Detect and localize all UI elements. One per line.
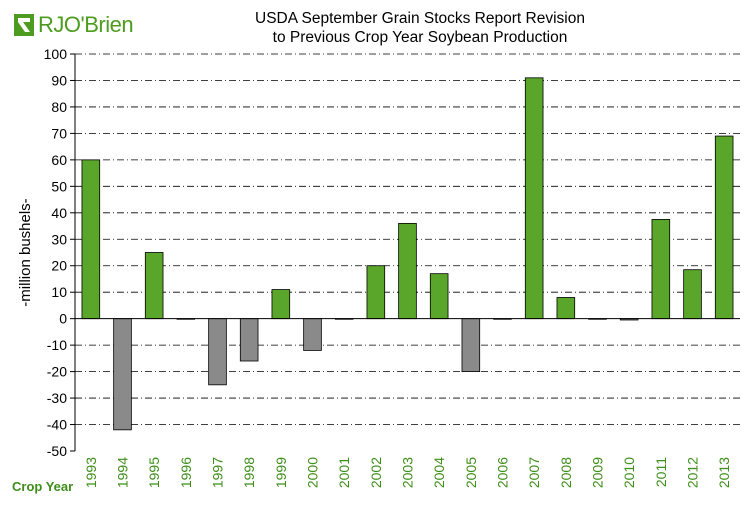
y-tick-label: 90 — [51, 72, 67, 88]
bar — [303, 318, 322, 351]
bar — [651, 219, 671, 320]
x-tick-label: 2006 — [495, 457, 511, 488]
y-tick-label: 60 — [51, 152, 67, 168]
bar — [398, 222, 417, 320]
bar — [208, 318, 227, 386]
x-tick-label: 1993 — [83, 457, 99, 488]
x-tick-label: 1994 — [115, 457, 131, 488]
bar — [366, 265, 386, 320]
bar — [239, 318, 259, 362]
bar — [556, 297, 576, 320]
bar — [524, 77, 544, 320]
x-tick-label: 1999 — [273, 457, 289, 488]
x-tick-label: 2010 — [621, 457, 637, 488]
logo: RJO'Brien — [14, 12, 134, 38]
x-tick-label: 1996 — [178, 457, 194, 488]
bar — [429, 273, 449, 320]
y-tick-label: 30 — [51, 231, 67, 247]
bar — [683, 269, 702, 320]
x-tick-label: 1998 — [241, 457, 257, 488]
y-tick-label: 0 — [59, 311, 67, 327]
y-tick-label: -50 — [47, 443, 67, 459]
x-tick-label: 2012 — [685, 457, 701, 488]
x-tick-label: 1995 — [146, 457, 162, 488]
chart-title-line-1: USDA September Grain Stocks Report Revis… — [255, 10, 585, 27]
y-tick-label: 70 — [51, 125, 67, 141]
y-tick-label: 80 — [51, 99, 67, 115]
y-tick-label: -40 — [47, 417, 67, 433]
bar — [113, 318, 132, 431]
y-tick-label: 20 — [51, 258, 67, 274]
logo-text: RJO'Brien — [38, 12, 134, 37]
x-tick-label: 2013 — [716, 457, 732, 488]
x-tick-label: 2002 — [368, 457, 384, 488]
bar — [144, 252, 164, 320]
y-tick-label: 50 — [51, 178, 67, 194]
y-axis-label: -million bushels- — [17, 198, 34, 306]
logo-mark-icon — [14, 14, 34, 36]
bar — [461, 318, 481, 372]
x-tick-label: 2011 — [653, 457, 669, 487]
y-tick-label: 100 — [44, 46, 68, 62]
y-tick-label: -30 — [47, 390, 67, 406]
chart-title-line-2: to Previous Crop Year Soybean Production — [272, 29, 568, 46]
x-tick-label: 1997 — [210, 457, 226, 488]
y-tick-label: 10 — [51, 284, 67, 300]
x-tick-label: 2009 — [590, 457, 606, 488]
bar — [81, 159, 101, 320]
bar — [271, 289, 291, 320]
x-tick-label: 2004 — [431, 457, 447, 488]
chart-title: USDA September Grain Stocks Report Revis… — [170, 9, 670, 47]
y-tick-label: -20 — [47, 364, 67, 380]
x-tick-label: 2007 — [526, 457, 542, 488]
x-tick-label: 2000 — [305, 457, 321, 488]
bar — [714, 135, 734, 320]
x-tick-label: 2005 — [463, 457, 479, 488]
x-axis-label: Crop Year — [12, 479, 73, 494]
x-tick-label: 2008 — [558, 457, 574, 488]
x-tick-label: 2001 — [336, 457, 352, 488]
y-tick-label: 40 — [51, 205, 67, 221]
x-tick-label: 2003 — [400, 457, 416, 488]
y-tick-label: -10 — [47, 337, 67, 353]
